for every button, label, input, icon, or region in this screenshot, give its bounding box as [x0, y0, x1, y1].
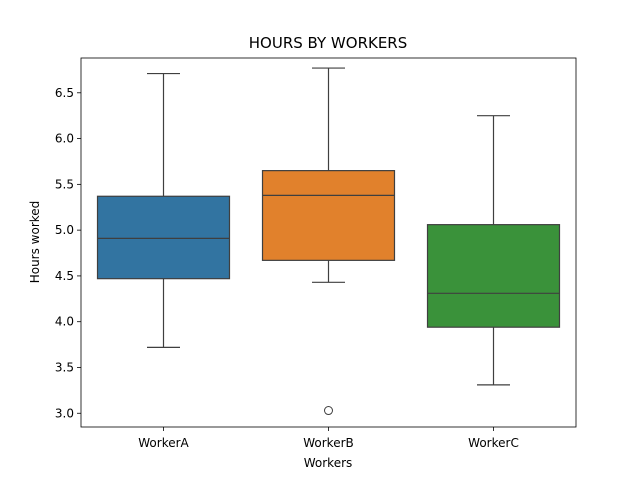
box-workerb — [261, 170, 396, 261]
box-workera — [96, 195, 231, 280]
axes-frame — [80, 57, 577, 428]
chart-title: HOURS BY WORKERS — [249, 34, 408, 52]
y-tick-label: 3.0 — [55, 406, 74, 420]
y-tick-label: 5.0 — [55, 223, 74, 237]
outlier-point — [324, 406, 333, 416]
x-tick-label: WorkerA — [138, 436, 189, 450]
x-tick-label: WorkerB — [303, 436, 354, 450]
x-axis-label: Workers — [304, 456, 353, 470]
y-tick-label: 6.5 — [55, 86, 74, 100]
box-workerc — [426, 224, 561, 328]
x-tick-label: WorkerC — [468, 436, 519, 450]
y-axis-label: Hours worked — [28, 201, 42, 284]
y-tick-label: 5.5 — [55, 177, 74, 191]
y-tick-label: 6.0 — [55, 132, 74, 146]
y-tick-label: 4.0 — [55, 315, 74, 329]
plot-area: 3.0 3.5 4.0 4.5 5.0 5.5 6.0 6.5 WorkerA WorkerB Wo… — [55, 67, 561, 450]
y-tick-label: 3.5 — [55, 360, 74, 374]
y-tick-label: 4.5 — [55, 269, 74, 283]
